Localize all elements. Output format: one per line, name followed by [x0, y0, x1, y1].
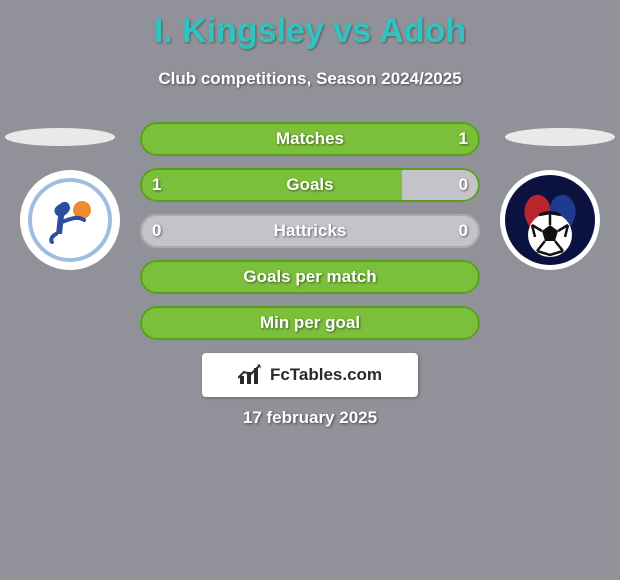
- stat-value-right: 0: [459, 168, 468, 202]
- stat-label: Goals: [140, 168, 480, 202]
- stat-value-right: 0: [459, 214, 468, 248]
- brand-chart-icon: [238, 364, 264, 386]
- brand-badge: FcTables.com: [202, 353, 418, 397]
- club-badge-right: [500, 170, 600, 270]
- brand-text: FcTables.com: [270, 365, 382, 385]
- stat-label: Hattricks: [140, 214, 480, 248]
- stat-row: Goals per match: [140, 260, 480, 294]
- stat-value-left: 1: [152, 168, 161, 202]
- stat-label: Goals per match: [140, 260, 480, 294]
- page-title: I. Kingsley vs Adoh: [0, 0, 620, 51]
- subtitle: Club competitions, Season 2024/2025: [0, 69, 620, 89]
- player-flag-left-placeholder: [5, 128, 115, 146]
- club-badge-left-inner: [28, 178, 112, 262]
- club-badge-left: [20, 170, 120, 270]
- stat-label: Min per goal: [140, 306, 480, 340]
- stats-container: Matches1Goals10Hattricks00Goals per matc…: [140, 122, 480, 352]
- date-text: 17 february 2025: [0, 408, 620, 428]
- stat-value-right: 1: [459, 122, 468, 156]
- stat-row: Min per goal: [140, 306, 480, 340]
- club-badge-right-inner: [505, 175, 595, 265]
- stat-row: Hattricks0 0: [140, 214, 480, 248]
- stat-row: Matches1: [140, 122, 480, 156]
- club-right-icon: [505, 175, 595, 265]
- club-left-icon: [42, 192, 98, 248]
- player-flag-right-placeholder: [505, 128, 615, 146]
- stat-row: Goals1 0: [140, 168, 480, 202]
- stat-value-left: 0: [152, 214, 161, 248]
- stat-label: Matches: [140, 122, 480, 156]
